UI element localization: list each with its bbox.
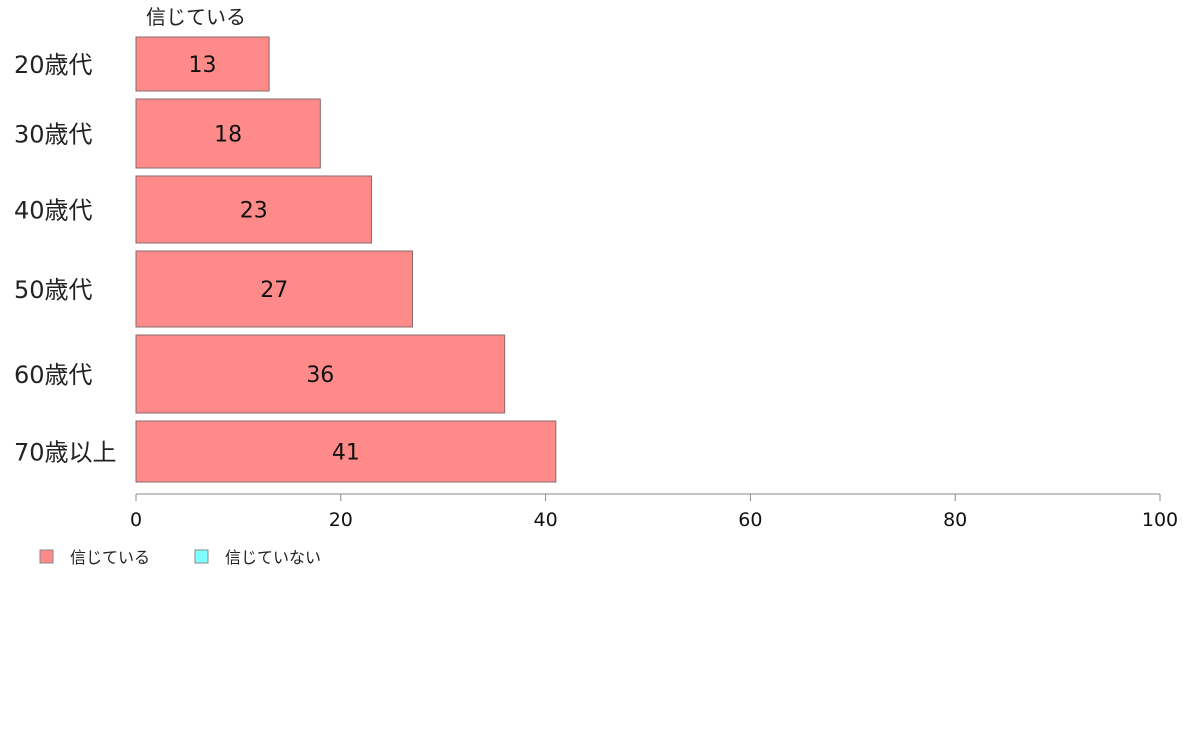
value-label-60s: 36 (306, 363, 334, 388)
legend-label-not-believe: 信じていない (225, 548, 321, 567)
value-label-20s: 13 (189, 53, 217, 78)
legend-swatch-not-believe (194, 549, 209, 564)
category-label-70plus: 70歳以上 (14, 439, 117, 467)
bars-layer: 20歳代 13 30歳代 18 40歳代 23 50歳代 27 60歳代 36 70歳以上 41 (14, 36, 557, 483)
value-label-50s: 27 (260, 278, 288, 303)
category-label-40s: 40歳代 (14, 197, 93, 225)
series-header-label: 信じている (146, 5, 246, 29)
bar-60s (135, 334, 506, 414)
value-label-70plus: 41 (332, 441, 360, 466)
x-tick-label-40: 40 (534, 509, 558, 531)
bar-70plus (135, 420, 557, 483)
legend-label-believe: 信じている (70, 548, 150, 567)
bar-20s (135, 36, 270, 92)
x-tick-label-20: 20 (329, 509, 353, 531)
value-label-30s: 18 (214, 123, 242, 148)
x-tick-label-80: 80 (943, 509, 967, 531)
x-tick-label-0: 0 (130, 509, 142, 531)
legend: 信じている 信じていない (39, 548, 321, 567)
bar-50s (135, 250, 413, 328)
value-label-40s: 23 (240, 199, 268, 224)
legend-swatch-believe (39, 549, 54, 564)
category-label-50s: 50歳代 (14, 276, 93, 304)
category-label-20s: 20歳代 (14, 51, 93, 79)
category-label-60s: 60歳代 (14, 361, 93, 389)
x-axis: 0 20 40 60 80 100 (130, 493, 1178, 531)
bar-30s (135, 98, 321, 169)
x-tick-label-60: 60 (738, 509, 762, 531)
category-label-30s: 30歳代 (14, 121, 93, 149)
x-tick-label-100: 100 (1142, 509, 1178, 531)
bar-40s (135, 175, 373, 244)
